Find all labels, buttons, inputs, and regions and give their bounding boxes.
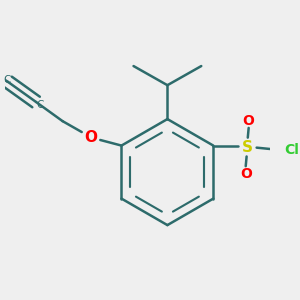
Text: C: C bbox=[36, 100, 43, 110]
Text: C: C bbox=[3, 75, 10, 85]
Text: O: O bbox=[240, 167, 252, 181]
Text: O: O bbox=[84, 130, 97, 145]
Text: Cl: Cl bbox=[284, 143, 299, 157]
Text: S: S bbox=[242, 140, 253, 154]
Text: O: O bbox=[243, 113, 255, 128]
